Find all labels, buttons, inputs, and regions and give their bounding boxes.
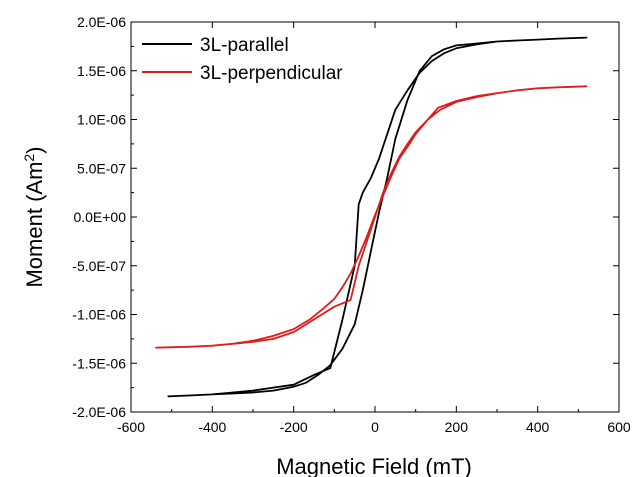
- y-axis-title-end: ): [22, 146, 47, 153]
- y-tick-label: 1.5E-06: [77, 63, 126, 79]
- series-layer: [155, 36, 588, 398]
- y-tick-label: -1.0E-06: [72, 307, 126, 323]
- x-axis-tick-labels: -600 -400 -200 0 200 400 600: [117, 419, 631, 435]
- x-tick-label: 200: [445, 419, 469, 435]
- x-axis-title: Magnetic Field (mT): [276, 454, 472, 477]
- y-axis-ticks: [131, 21, 619, 413]
- x-tick-label: 0: [371, 419, 379, 435]
- series-line-3L-parallel: [167, 36, 588, 398]
- y-tick-label: 1.0E-06: [77, 112, 126, 128]
- x-tick-label: -200: [280, 419, 308, 435]
- y-tick-label: -2.0E-06: [72, 404, 126, 420]
- y-tick-label: 5.0E-07: [77, 160, 126, 176]
- y-tick-label: 2.0E-06: [77, 14, 126, 30]
- x-tick-label: 400: [526, 419, 550, 435]
- y-axis-tick-labels: -2.0E-06 -1.5E-06 -1.0E-06 -5.0E-07 0.0E+00 5…: [72, 14, 126, 420]
- y-axis-title: Moment (Am2): [21, 146, 47, 287]
- legend: 3L-parallel 3L-perpendicular: [142, 35, 343, 84]
- x-tick-label: -600: [117, 419, 145, 435]
- legend-label-parallel: 3L-parallel: [200, 35, 289, 56]
- legend-label-perpendicular: 3L-perpendicular: [200, 63, 343, 84]
- x-axis-ticks: [130, 22, 620, 412]
- series-line-3L-perpendicular: [155, 85, 588, 349]
- y-tick-label: -5.0E-07: [72, 258, 126, 274]
- x-tick-label: 600: [607, 419, 631, 435]
- y-tick-label: -1.5E-06: [72, 355, 126, 371]
- y-tick-label: 0.0E+00: [73, 209, 126, 225]
- y-axis-title-main: Moment (Am: [22, 162, 47, 288]
- x-tick-label: -400: [198, 419, 226, 435]
- y-axis-title-superscript: 2: [21, 154, 37, 162]
